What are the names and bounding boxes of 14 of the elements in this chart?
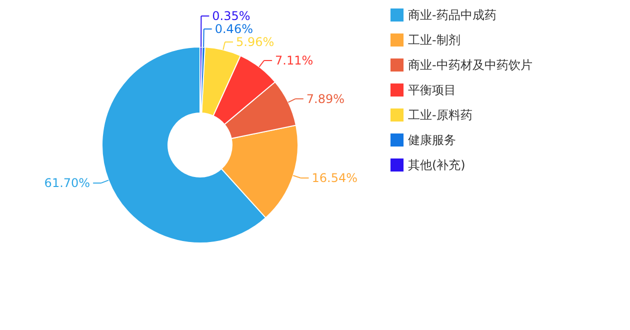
data-label: 0.46% (214, 22, 253, 36)
legend-label: 其他(补充) (408, 158, 466, 172)
data-label: 61.70% (44, 176, 90, 190)
data-label: 16.54% (312, 170, 358, 185)
data-label: 0.35% (212, 8, 250, 23)
legend-label: 商业-药品中成药 (408, 8, 496, 22)
data-label: 7.89% (306, 92, 345, 106)
legend-label: 健康服务 (408, 133, 456, 147)
legend-label: 平衡项目 (408, 83, 456, 97)
data-label: 7.11% (275, 54, 314, 68)
legend-label: 商业-中药材及中药饮片 (408, 58, 532, 72)
legend-label: 工业-制剂 (408, 33, 460, 47)
data-label: 5.96% (236, 34, 274, 49)
legend-label: 工业-原料药 (408, 108, 472, 122)
